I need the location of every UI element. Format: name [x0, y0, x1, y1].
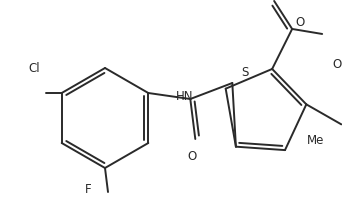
Text: OH: OH: [332, 59, 342, 71]
Text: O: O: [295, 16, 305, 29]
Text: Me: Me: [307, 133, 324, 146]
Text: HN: HN: [175, 90, 193, 102]
Text: Cl: Cl: [28, 61, 40, 74]
Text: S: S: [241, 65, 249, 79]
Text: O: O: [187, 150, 197, 163]
Text: F: F: [85, 183, 91, 196]
